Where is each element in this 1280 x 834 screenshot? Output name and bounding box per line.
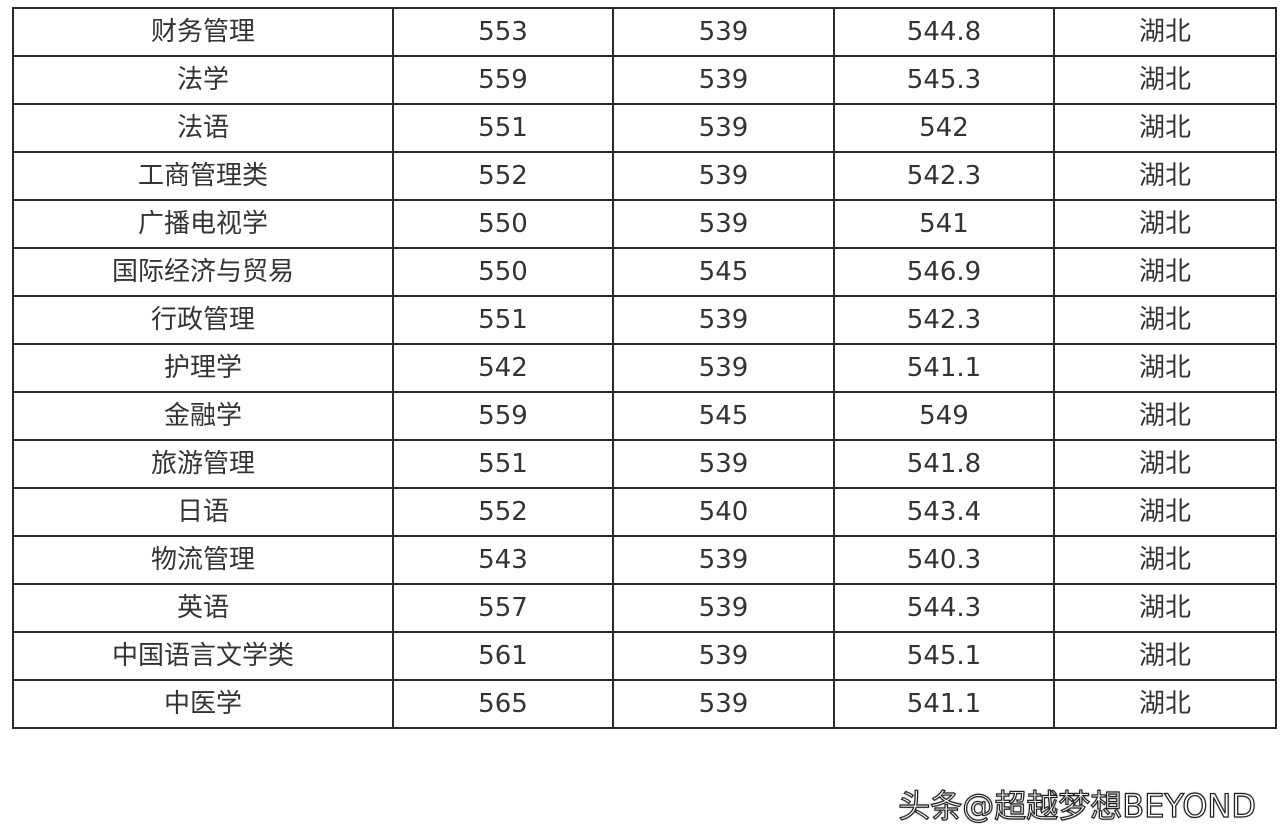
avg-score-cell: 549: [833, 391, 1055, 441]
avg-score-cell: 542.3: [833, 295, 1055, 345]
major-cell: 财务管理: [12, 7, 394, 57]
max-score-cell: 551: [392, 439, 614, 489]
province-cell: 湖北: [1053, 103, 1277, 153]
major-cell: 护理学: [12, 343, 394, 393]
major-cell: 行政管理: [12, 295, 394, 345]
min-score-cell: 539: [612, 151, 835, 201]
avg-score-cell: 545.1: [833, 631, 1055, 681]
min-score-cell: 539: [612, 535, 835, 585]
min-score-cell: 545: [612, 391, 835, 441]
table-row: 国际经济与贸易 550 545 546.9 湖北: [12, 247, 1277, 297]
avg-score-cell: 544.8: [833, 7, 1055, 57]
min-score-cell: 539: [612, 679, 835, 729]
major-cell: 国际经济与贸易: [12, 247, 394, 297]
table-row: 法学 559 539 545.3 湖北: [12, 55, 1277, 105]
min-score-cell: 539: [612, 439, 835, 489]
max-score-cell: 559: [392, 55, 614, 105]
major-cell: 中医学: [12, 679, 394, 729]
max-score-cell: 552: [392, 487, 614, 537]
min-score-cell: 539: [612, 7, 835, 57]
province-cell: 湖北: [1053, 535, 1277, 585]
table-row: 工商管理类 552 539 542.3 湖北: [12, 151, 1277, 201]
avg-score-cell: 542.3: [833, 151, 1055, 201]
min-score-cell: 539: [612, 103, 835, 153]
avg-score-cell: 546.9: [833, 247, 1055, 297]
max-score-cell: 542: [392, 343, 614, 393]
province-cell: 湖北: [1053, 439, 1277, 489]
table-row: 金融学 559 545 549 湖北: [12, 391, 1277, 441]
avg-score-cell: 541.1: [833, 679, 1055, 729]
table-row: 财务管理 553 539 544.8 湖北: [12, 7, 1277, 57]
table-row: 物流管理 543 539 540.3 湖北: [12, 535, 1277, 585]
min-score-cell: 539: [612, 631, 835, 681]
table-row: 中医学 565 539 541.1 湖北: [12, 679, 1277, 729]
table-row: 护理学 542 539 541.1 湖北: [12, 343, 1277, 393]
min-score-cell: 540: [612, 487, 835, 537]
max-score-cell: 565: [392, 679, 614, 729]
avg-score-cell: 544.3: [833, 583, 1055, 633]
province-cell: 湖北: [1053, 55, 1277, 105]
score-table: 财务管理 553 539 544.8 湖北 法学 559 539 545.3 湖北 法语 551 539…: [12, 7, 1277, 729]
province-cell: 湖北: [1053, 487, 1277, 537]
min-score-cell: 545: [612, 247, 835, 297]
table-row: 行政管理 551 539 542.3 湖北: [12, 295, 1277, 345]
major-cell: 中国语言文学类: [12, 631, 394, 681]
major-cell: 金融学: [12, 391, 394, 441]
table-row: 旅游管理 551 539 541.8 湖北: [12, 439, 1277, 489]
province-cell: 湖北: [1053, 343, 1277, 393]
province-cell: 湖北: [1053, 7, 1277, 57]
max-score-cell: 543: [392, 535, 614, 585]
max-score-cell: 561: [392, 631, 614, 681]
major-cell: 法语: [12, 103, 394, 153]
table-row: 中国语言文学类 561 539 545.1 湖北: [12, 631, 1277, 681]
major-cell: 法学: [12, 55, 394, 105]
province-cell: 湖北: [1053, 583, 1277, 633]
avg-score-cell: 541.1: [833, 343, 1055, 393]
max-score-cell: 553: [392, 7, 614, 57]
table-row: 日语 552 540 543.4 湖北: [12, 487, 1277, 537]
avg-score-cell: 542: [833, 103, 1055, 153]
province-cell: 湖北: [1053, 151, 1277, 201]
min-score-cell: 539: [612, 343, 835, 393]
avg-score-cell: 541: [833, 199, 1055, 249]
table-row: 法语 551 539 542 湖北: [12, 103, 1277, 153]
major-cell: 工商管理类: [12, 151, 394, 201]
max-score-cell: 557: [392, 583, 614, 633]
min-score-cell: 539: [612, 199, 835, 249]
province-cell: 湖北: [1053, 631, 1277, 681]
max-score-cell: 551: [392, 103, 614, 153]
min-score-cell: 539: [612, 583, 835, 633]
max-score-cell: 552: [392, 151, 614, 201]
province-cell: 湖北: [1053, 295, 1277, 345]
table-row: 广播电视学 550 539 541 湖北: [12, 199, 1277, 249]
major-cell: 英语: [12, 583, 394, 633]
major-cell: 日语: [12, 487, 394, 537]
avg-score-cell: 540.3: [833, 535, 1055, 585]
watermark: 头条@超越梦想BEYOND: [898, 786, 1257, 825]
min-score-cell: 539: [612, 55, 835, 105]
table-row: 英语 557 539 544.3 湖北: [12, 583, 1277, 633]
major-cell: 旅游管理: [12, 439, 394, 489]
major-cell: 物流管理: [12, 535, 394, 585]
avg-score-cell: 545.3: [833, 55, 1055, 105]
province-cell: 湖北: [1053, 199, 1277, 249]
province-cell: 湖北: [1053, 391, 1277, 441]
province-cell: 湖北: [1053, 247, 1277, 297]
avg-score-cell: 543.4: [833, 487, 1055, 537]
max-score-cell: 559: [392, 391, 614, 441]
avg-score-cell: 541.8: [833, 439, 1055, 489]
max-score-cell: 550: [392, 247, 614, 297]
max-score-cell: 550: [392, 199, 614, 249]
max-score-cell: 551: [392, 295, 614, 345]
province-cell: 湖北: [1053, 679, 1277, 729]
min-score-cell: 539: [612, 295, 835, 345]
major-cell: 广播电视学: [12, 199, 394, 249]
